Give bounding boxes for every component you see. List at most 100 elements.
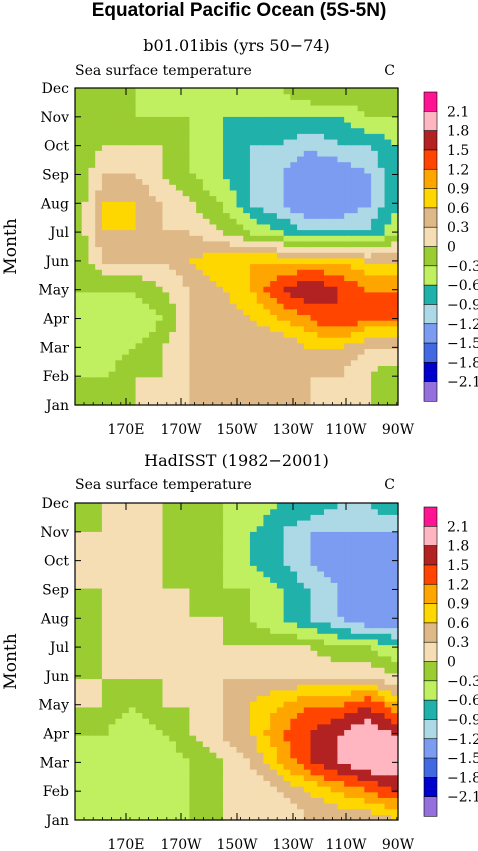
heatmap-cell — [330, 644, 339, 651]
heatmap-cell — [384, 371, 392, 378]
heatmap-cell — [75, 212, 83, 219]
heatmap-cell — [236, 195, 244, 202]
heatmap-cell — [196, 269, 204, 276]
heatmap-cell — [155, 729, 164, 736]
heatmap-cell — [236, 712, 244, 719]
heatmap-cell — [243, 235, 251, 242]
heatmap-cell — [101, 235, 110, 242]
heatmap-cell — [88, 229, 96, 236]
heatmap-cell — [122, 342, 130, 349]
heatmap-cell — [357, 189, 365, 197]
heatmap-cell — [175, 780, 184, 787]
heatmap-cell — [317, 155, 325, 163]
heatmap-cell — [317, 337, 325, 344]
heatmap-cell — [142, 291, 150, 299]
heatmap-cell — [310, 354, 318, 361]
heatmap-cell — [270, 110, 278, 117]
heatmap-cell — [357, 167, 365, 174]
heatmap-cell — [128, 729, 137, 736]
heatmap-cell — [323, 763, 332, 770]
heatmap-cell — [229, 786, 238, 793]
heatmap-cell — [122, 593, 130, 600]
heatmap-cell — [283, 610, 291, 617]
heatmap-cell — [95, 757, 103, 764]
heatmap-cell — [122, 320, 130, 327]
heatmap-cell — [276, 291, 285, 299]
heatmap-cell — [81, 167, 90, 174]
heatmap-cell — [189, 393, 197, 400]
heatmap-cell — [95, 661, 103, 668]
heatmap-cell — [317, 365, 325, 372]
heatmap-cell — [364, 235, 372, 242]
heatmap-cell — [310, 599, 318, 606]
heatmap-cell — [317, 701, 325, 708]
heatmap-cell — [209, 650, 217, 657]
heatmap-cell — [223, 616, 231, 623]
heatmap-cell — [229, 269, 238, 276]
heatmap-cell — [323, 133, 332, 140]
heatmap-cell — [216, 195, 224, 202]
heatmap-cell — [196, 672, 204, 680]
heatmap-cell — [303, 365, 312, 372]
heatmap-cell — [182, 178, 190, 185]
heatmap-cell — [209, 638, 217, 646]
heatmap-cell — [216, 791, 224, 798]
heatmap-cell — [317, 638, 325, 646]
heatmap-cell — [202, 791, 211, 798]
heatmap-cell — [344, 303, 352, 310]
heatmap-cell — [202, 587, 211, 595]
heatmap-cell — [263, 104, 271, 112]
heatmap-cell — [95, 178, 103, 185]
heatmap-cell — [317, 565, 325, 572]
heatmap-cell — [384, 144, 392, 151]
heatmap-cell — [357, 240, 365, 248]
heatmap-cell — [249, 672, 258, 680]
heatmap-cell — [196, 757, 204, 764]
heatmap-cell — [384, 195, 392, 202]
heatmap-cell — [384, 633, 392, 640]
heatmap-cell — [337, 604, 345, 612]
heatmap-cell — [303, 769, 312, 776]
heatmap-cell — [169, 320, 177, 327]
heatmap-cell — [337, 797, 345, 804]
heatmap-cell — [189, 371, 197, 378]
heatmap-cell — [75, 359, 83, 366]
heatmap-cell — [350, 325, 359, 333]
heatmap-cell — [344, 116, 352, 123]
heatmap-cell — [243, 144, 251, 151]
heatmap-cell — [344, 155, 352, 163]
heatmap-cell — [88, 246, 96, 253]
heatmap-cell — [357, 314, 365, 321]
heatmap-cell — [276, 150, 285, 157]
heatmap-cell — [323, 655, 332, 663]
heatmap-cell — [155, 388, 164, 395]
heatmap-cell — [196, 593, 204, 600]
heatmap-cell — [391, 116, 399, 123]
heatmap-cell — [276, 359, 285, 366]
heatmap-cell — [101, 150, 110, 157]
heatmap-cell — [276, 780, 285, 787]
heatmap-cell — [330, 604, 339, 612]
heatmap-cell — [149, 308, 157, 316]
heatmap-cell — [276, 570, 285, 578]
heatmap-cell — [196, 780, 204, 787]
heatmap-cell — [256, 638, 265, 646]
heatmap-cell — [243, 616, 251, 623]
heatmap-cell — [317, 382, 325, 389]
heatmap-cell — [276, 565, 285, 572]
heatmap-cell — [202, 138, 211, 146]
heatmap-cell — [317, 621, 325, 629]
heatmap-cell — [364, 695, 372, 702]
heatmap-cell — [377, 172, 386, 180]
heatmap-cell — [290, 729, 298, 736]
heatmap-cell — [175, 752, 184, 759]
heatmap-cell — [384, 593, 392, 600]
heatmap-cell — [169, 274, 177, 282]
heatmap-cell — [229, 167, 238, 174]
heatmap-cell — [115, 735, 123, 742]
heatmap-cell — [391, 252, 399, 259]
heatmap-cell — [216, 582, 224, 589]
heatmap-cell — [202, 269, 211, 276]
heatmap-cell — [209, 348, 217, 355]
heatmap-cell — [81, 308, 90, 316]
